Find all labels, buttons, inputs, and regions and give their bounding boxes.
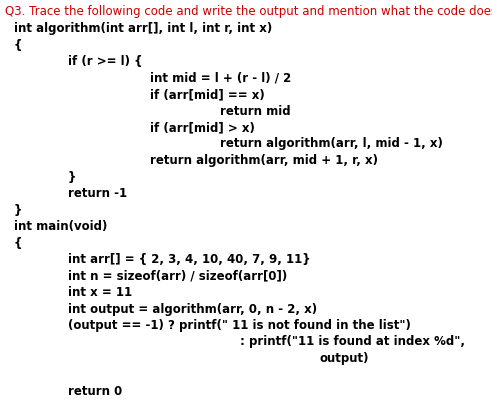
Text: {: { (14, 38, 22, 52)
Text: int n = sizeof(arr) / sizeof(arr[0]): int n = sizeof(arr) / sizeof(arr[0]) (68, 269, 287, 282)
Text: int output = algorithm(arr, 0, n - 2, x): int output = algorithm(arr, 0, n - 2, x) (68, 302, 317, 316)
Text: return 0: return 0 (68, 385, 122, 398)
Text: {: { (14, 236, 22, 249)
Text: Q3. Trace the following code and write the output and mention what the code does: Q3. Trace the following code and write t… (5, 5, 492, 18)
Text: return algorithm(arr, mid + 1, r, x): return algorithm(arr, mid + 1, r, x) (150, 154, 378, 167)
Text: }: } (68, 171, 76, 183)
Text: return -1: return -1 (68, 187, 127, 200)
Text: return algorithm(arr, l, mid - 1, x): return algorithm(arr, l, mid - 1, x) (220, 138, 443, 151)
Text: int main(void): int main(void) (14, 220, 107, 233)
Text: int x = 11: int x = 11 (68, 286, 132, 299)
Text: }: } (14, 203, 22, 216)
Text: if (arr[mid] > x): if (arr[mid] > x) (150, 121, 255, 134)
Text: int arr[] = { 2, 3, 4, 10, 40, 7, 9, 11}: int arr[] = { 2, 3, 4, 10, 40, 7, 9, 11} (68, 253, 310, 266)
Text: : printf("11 is found at index %d",: : printf("11 is found at index %d", (240, 336, 465, 349)
Text: (output == -1) ? printf(" 11 is not found in the list"): (output == -1) ? printf(" 11 is not foun… (68, 319, 411, 332)
Text: if (arr[mid] == x): if (arr[mid] == x) (150, 88, 265, 101)
Text: output): output) (320, 352, 369, 365)
Text: int mid = l + (r - l) / 2: int mid = l + (r - l) / 2 (150, 71, 291, 85)
Text: int algorithm(int arr[], int l, int r, int x): int algorithm(int arr[], int l, int r, i… (14, 22, 272, 35)
Text: return mid: return mid (220, 105, 291, 118)
Text: if (r >= l) {: if (r >= l) { (68, 55, 143, 68)
